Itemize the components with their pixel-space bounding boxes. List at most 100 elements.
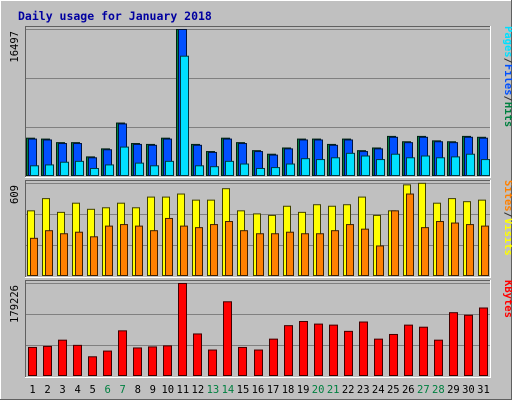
bar-pages-day-2 [45,164,54,177]
bar-pages-day-18 [286,163,295,177]
bar-pages-day-30 [466,153,475,176]
bar-pages-day-14 [225,160,234,176]
bar-kbytes-day-26 [404,324,413,377]
legend-entry: / [502,96,512,102]
panel-hits-files-pages: 16497 Pages/Files/Hits [9,26,512,178]
bar-kbytes-day-16 [254,349,263,376]
x-tick-label: 2 [44,384,50,396]
bar-pages-day-16 [256,167,265,177]
bar-pages-day-22 [346,152,355,177]
bar-sites-day-1 [30,237,38,277]
bar-sites-day-27 [421,227,429,277]
bar-sites-day-13 [210,224,218,276]
bar-sites-day-5 [90,236,98,276]
x-tick-label: 25 [387,384,400,396]
bar-kbytes-day-6 [103,350,112,377]
x-tick-label: 22 [342,384,355,396]
y-max-label: 16497 [9,31,21,63]
bar-kbytes-day-10 [163,345,172,376]
bar-pages-day-1 [30,165,39,176]
chart-title: Daily usage for January 2018 [18,9,212,23]
bar-sites-day-19 [301,233,309,276]
bar-kbytes-day-12 [193,333,202,377]
bar-sites-day-12 [195,227,203,277]
bar-pages-day-10 [165,160,174,176]
bar-sites-day-4 [75,231,83,276]
bar-pages-day-20 [316,159,325,177]
series-pages [30,55,490,177]
legend: Pages/Files/Hits [502,26,512,127]
bar-sites-day-14 [225,221,233,276]
bar-pages-day-25 [391,153,400,176]
bar-pages-day-12 [195,165,204,176]
bar-pages-day-29 [451,156,460,177]
bar-sites-day-8 [135,225,143,276]
legend: KBytes [502,280,512,318]
y-max-label: 179226 [9,285,21,323]
x-tick-label: 6 [105,384,111,396]
bar-pages-day-17 [271,167,280,177]
panel-visits-sites: 609 Sites/Visits [9,180,512,278]
x-tick-label: 31 [477,384,490,396]
legend-entry: KBytes [502,280,512,318]
bar-pages-day-9 [150,165,159,176]
bar-pages-day-7 [120,146,129,176]
bar-sites-day-3 [60,233,68,276]
bar-pages-day-13 [210,166,219,176]
bar-sites-day-31 [481,225,489,276]
series-kbytes [28,283,488,377]
bar-kbytes-day-20 [314,323,323,376]
bar-kbytes-day-15 [238,346,247,376]
bar-kbytes-day-19 [299,320,308,377]
bar-sites-day-26 [406,193,414,276]
bar-kbytes-day-1 [28,346,37,376]
x-tick-label: 15 [237,384,250,396]
bar-sites-day-2 [45,230,53,277]
bar-sites-day-21 [331,230,339,277]
bar-pages-day-15 [240,163,249,177]
bar-sites-day-11 [180,225,188,276]
legend-entry: / [502,212,512,218]
bar-sites-day-17 [271,233,279,276]
x-tick-label: 14 [222,384,235,396]
bar-kbytes-day-5 [88,356,97,377]
bar-kbytes-day-17 [269,338,278,376]
bar-sites-day-20 [316,233,324,276]
legend-entry: / [502,58,512,64]
x-tick-label: 27 [417,384,430,396]
x-tick-label: 16 [252,384,265,396]
x-tick-label: 13 [207,384,220,396]
y-max-label: 609 [9,185,21,204]
x-tick-label: 3 [59,384,65,396]
bar-kbytes-day-27 [419,326,428,377]
chart-panels: 16497Pages/Files/Hits609Sites/Visits1792… [9,26,512,378]
bar-kbytes-day-14 [223,301,232,376]
bar-kbytes-day-23 [359,321,368,376]
x-tick-label: 28 [432,384,445,396]
legend-entry: Sites [502,180,512,212]
x-tick-label: 10 [161,384,174,396]
bar-kbytes-day-4 [73,344,82,376]
panel-kbytes: 179226 KBytes [9,280,512,378]
bar-pages-day-4 [75,160,84,176]
bar-kbytes-day-31 [479,307,488,376]
x-axis-labels: 1 2 3 4 5 6 7 8 9 10 11 12 13 14 15 16 17 18 19 20 21 22 23 24 2… [29,384,489,396]
bar-kbytes-day-25 [389,333,398,376]
bar-sites-day-18 [286,231,294,276]
bar-pages-day-28 [436,157,445,176]
bar-sites-day-29 [451,222,459,277]
bar-pages-day-11 [180,55,189,177]
bar-kbytes-day-3 [58,339,67,377]
bar-kbytes-day-29 [449,312,458,377]
bar-sites-day-9 [150,230,158,277]
bar-sites-day-28 [436,221,444,276]
bar-pages-day-26 [406,157,415,176]
legend-entry: Files [502,64,512,96]
x-tick-label: 17 [267,384,280,396]
x-tick-label: 5 [89,384,95,396]
bar-sites-day-6 [105,225,113,276]
x-tick-label: 23 [357,384,370,396]
bar-kbytes-day-11 [178,283,187,376]
bar-pages-day-31 [481,159,490,177]
x-tick-label: 8 [135,384,141,396]
